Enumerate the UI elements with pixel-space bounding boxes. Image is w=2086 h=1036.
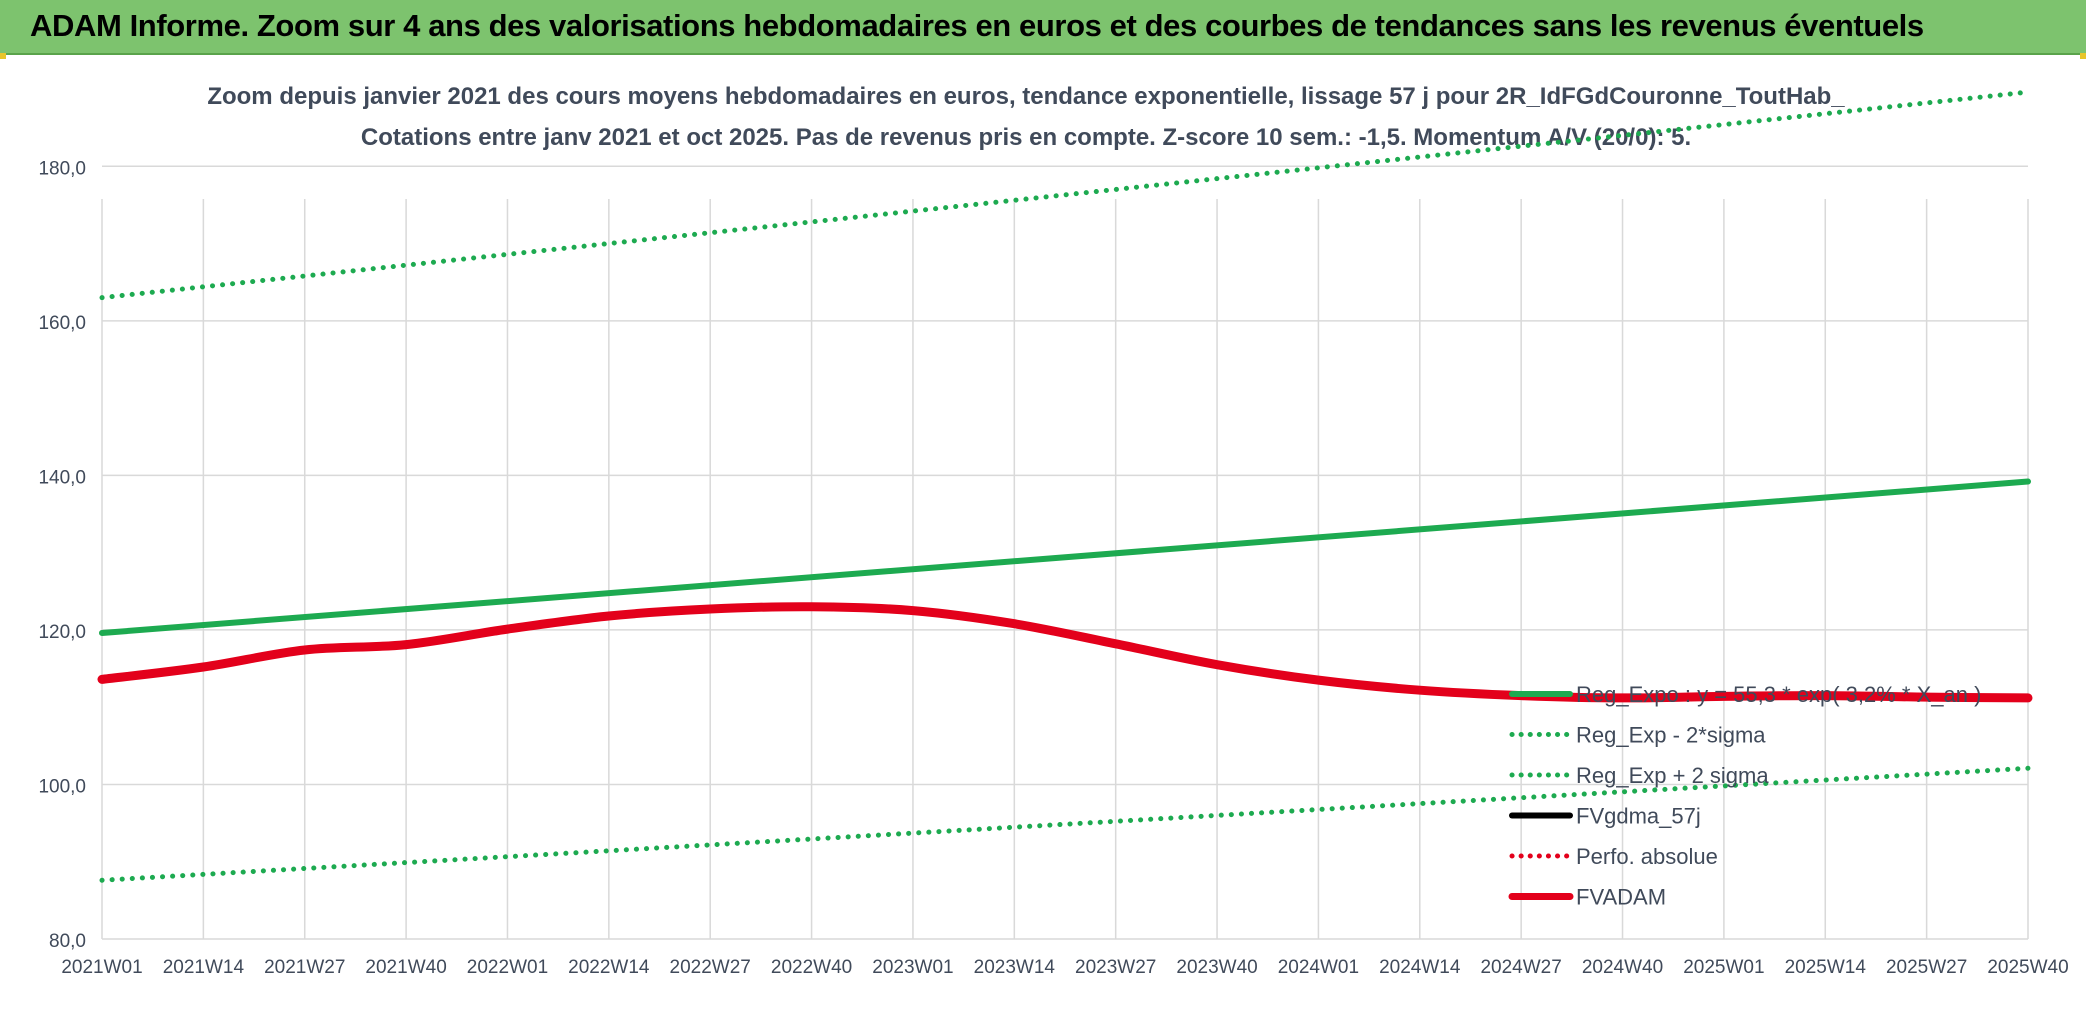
series-line-0	[99, 478, 2031, 636]
y-tick-label: 100,0	[38, 776, 86, 797]
x-tick-label: 2023W40	[1176, 957, 1257, 978]
series-line-2	[99, 89, 2031, 301]
x-tick-label: 2025W14	[1785, 957, 1867, 978]
y-axis: 80,0 100,0 120,0 140,0 160,0 180,0	[38, 158, 86, 952]
x-axis: 2021W01 2021W14 2021W27 2021W40 2022W01 2022W…	[61, 957, 2068, 978]
line-chart: Zoom depuis janvier 2021 des cours moyen…	[38, 83, 2068, 978]
legend: Reg_Expo : y = 55,3 * exp( 3,2% * X_an )…	[1508, 682, 1981, 910]
x-tick-label: 2022W14	[568, 957, 650, 978]
x-tick-label: 2024W14	[1379, 957, 1461, 978]
grid	[101, 165, 2029, 940]
x-tick-label: 2024W40	[1582, 957, 1663, 978]
legend-label: FVgdma_57j	[1576, 804, 1701, 829]
x-tick-label: 2023W27	[1075, 957, 1156, 978]
legend-label: Reg_Expo : y = 55,3 * exp( 3,2% * X_an )	[1576, 682, 1981, 707]
x-tick-label: 2025W40	[1987, 957, 2068, 978]
legend-label: Reg_Exp - 2*sigma	[1576, 723, 1766, 748]
chart-subtitle: Cotations entre janv 2021 et oct 2025. P…	[361, 124, 1691, 151]
y-tick-label: 80,0	[49, 931, 86, 952]
chart-area: Zoom depuis janvier 2021 des cours moyen…	[0, 57, 2086, 1031]
x-tick-label: 2022W01	[467, 957, 548, 978]
chart-title: Zoom depuis janvier 2021 des cours moyen…	[207, 83, 1845, 110]
y-tick-label: 180,0	[38, 158, 86, 179]
x-tick-label: 2023W01	[872, 957, 953, 978]
y-tick-label: 120,0	[38, 622, 86, 643]
x-tick-label: 2024W01	[1278, 957, 1359, 978]
x-tick-label: 2023W14	[974, 957, 1056, 978]
x-tick-label: 2021W40	[365, 957, 446, 978]
legend-label: Perfo. absolue	[1576, 844, 1718, 869]
x-tick-label: 2022W40	[771, 957, 852, 978]
x-tick-label: 2025W01	[1683, 957, 1764, 978]
y-tick-label: 140,0	[38, 467, 86, 488]
x-tick-label: 2025W27	[1886, 957, 1967, 978]
x-tick-label: 2021W14	[163, 957, 245, 978]
report-banner: ADAM Informe. Zoom sur 4 ans des valoris…	[0, 0, 2086, 55]
corner-accent-left	[0, 53, 6, 59]
series-group	[97, 89, 2033, 883]
series-line-1	[99, 765, 2031, 883]
y-tick-label: 160,0	[38, 313, 86, 334]
legend-label: Reg_Exp + 2 sigma	[1576, 763, 1769, 788]
corner-accent-right	[2080, 53, 2086, 59]
x-tick-label: 2021W01	[61, 957, 142, 978]
x-tick-label: 2024W27	[1480, 957, 1561, 978]
legend-label: FVADAM	[1576, 885, 1666, 910]
x-tick-label: 2021W27	[264, 957, 345, 978]
series-line-5	[97, 602, 2033, 703]
banner-title: ADAM Informe. Zoom sur 4 ans des valoris…	[30, 8, 1924, 43]
x-tick-label: 2022W27	[670, 957, 751, 978]
